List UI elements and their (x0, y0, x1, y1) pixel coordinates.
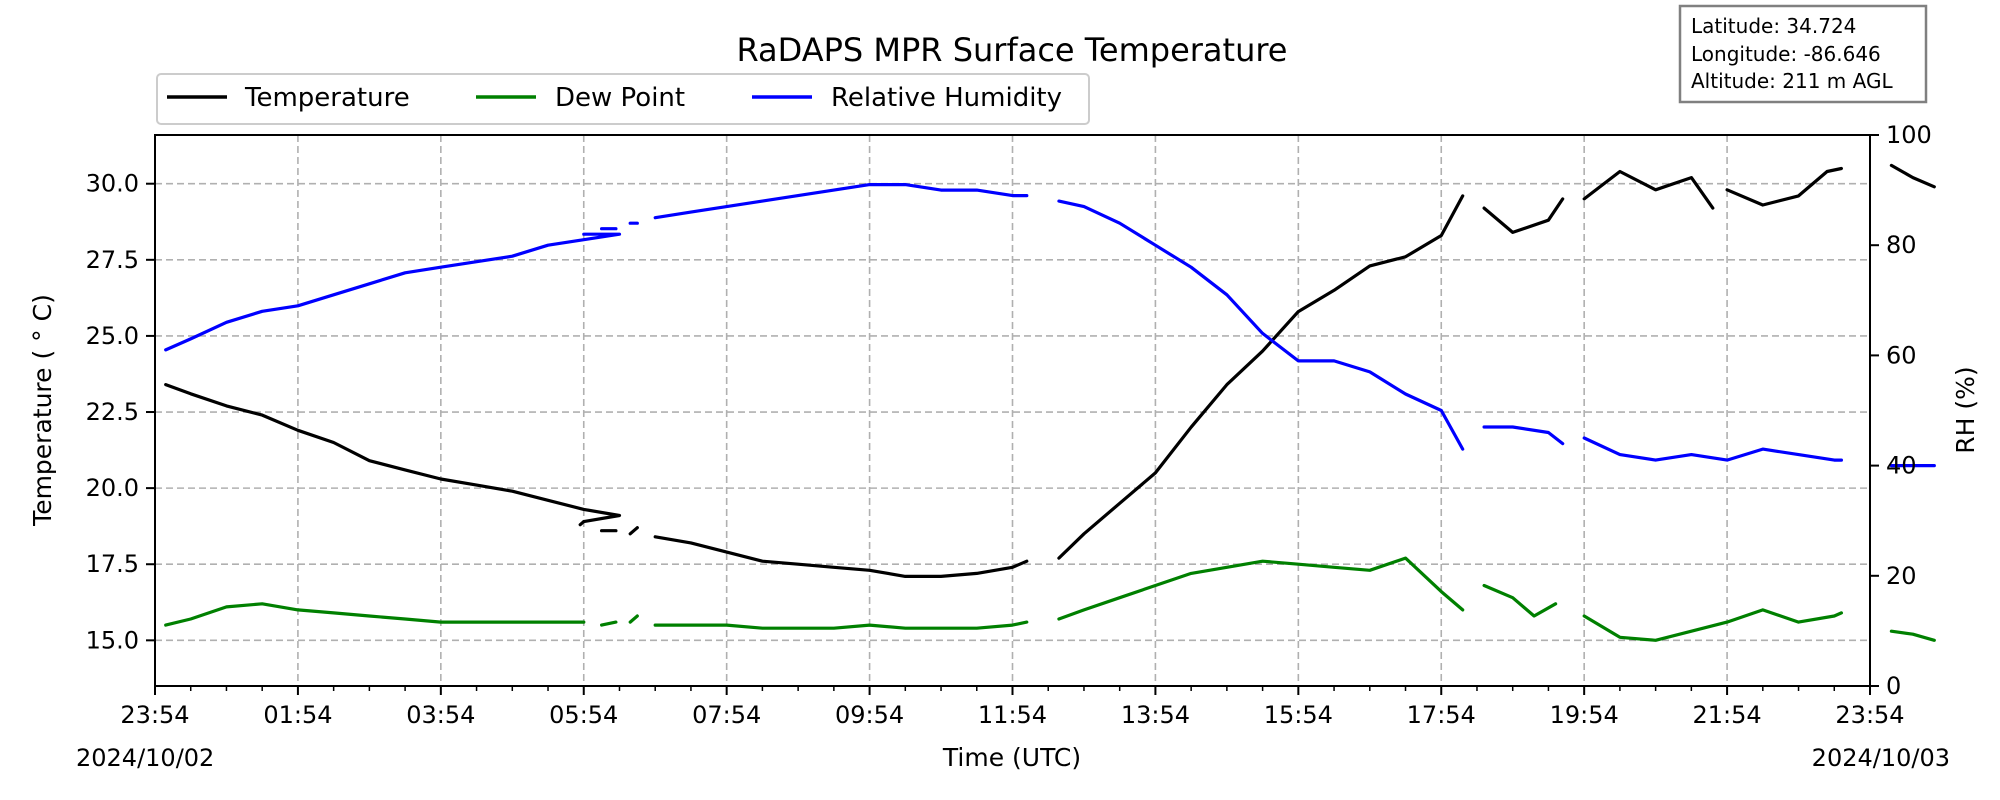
series-line-temperature (1482, 197, 1565, 234)
series-line-relative-humidity (1482, 425, 1565, 446)
series-line-temperature (1582, 169, 1715, 210)
series-line-temperature (1889, 163, 1936, 189)
series-line-relative-humidity (653, 183, 1029, 220)
y-left-axis-title: Temperature ( ° C) (28, 294, 57, 527)
series-line-dew-point (628, 614, 639, 624)
legend-label-dew-point: Dew Point (555, 83, 685, 113)
x-tick-label: 21:54 (1692, 701, 1761, 729)
x-tick-label: 15:54 (1264, 701, 1333, 729)
x-tick-label: 01:54 (263, 701, 332, 729)
series-line-relative-humidity (1582, 436, 1844, 462)
series-line-dew-point (1889, 629, 1936, 642)
series-line-dew-point (599, 620, 618, 627)
date-end-label: 2024/10/03 (1812, 744, 1950, 772)
series-line-relative-humidity (1057, 199, 1465, 451)
legend-label-temperature: Temperature (244, 83, 410, 113)
x-tick-label: 23:54 (120, 701, 189, 729)
y-right-tick-label: 40 (1886, 452, 1917, 480)
legend-label-relative-humidity: Relative Humidity (831, 83, 1062, 113)
y-right-tick-label: 20 (1886, 562, 1917, 590)
series-line-temperature (653, 535, 1029, 579)
series-line-dew-point (1057, 556, 1465, 621)
x-tick-label: 19:54 (1550, 701, 1619, 729)
x-axis-title: Time (UTC) (942, 743, 1081, 772)
series-line-dew-point (1482, 583, 1558, 618)
series-line-temperature (1725, 166, 1844, 207)
series-line-dew-point (1582, 608, 1844, 642)
x-tick-label: 05:54 (549, 701, 618, 729)
series-line-temperature (578, 519, 586, 527)
y-left-axis-ticks: 15.0 17.5 20.0 22.5 25.0 27.5 30.0 (86, 170, 155, 654)
info-altitude: Altitude: 211 m AGL (1691, 69, 1893, 93)
x-tick-label: 09:54 (835, 701, 904, 729)
series-line-relative-humidity (164, 232, 622, 352)
series-layer (164, 163, 1936, 642)
series-line-dew-point (164, 602, 586, 627)
info-latitude: Latitude: 34.724 (1691, 14, 1856, 38)
x-tick-label: 11:54 (978, 701, 1047, 729)
y-left-tick-label: 30.0 (86, 170, 139, 198)
y-right-tick-label: 80 (1886, 231, 1917, 259)
y-right-axis-ticks: 0 20 40 60 80 100 (1870, 121, 1932, 700)
legend-box (156, 73, 1090, 125)
info-box-frame (1678, 4, 1928, 104)
location-info-box: Latitude: 34.724 Longitude: -86.646 Alti… (1678, 4, 1928, 104)
x-tick-label: 13:54 (1121, 701, 1190, 729)
series-line-temperature (628, 526, 639, 536)
series-line-dew-point (653, 620, 1029, 630)
y-left-tick-label: 27.5 (86, 246, 139, 274)
y-left-tick-label: 15.0 (86, 626, 139, 654)
y-left-tick-label: 25.0 (86, 322, 139, 350)
x-tick-label: 23:54 (1835, 701, 1904, 729)
date-start-label: 2024/10/02 (76, 744, 214, 772)
y-left-tick-label: 22.5 (86, 398, 139, 426)
y-right-tick-label: 0 (1886, 672, 1901, 700)
x-tick-label: 17:54 (1407, 701, 1476, 729)
x-tick-label: 07:54 (692, 701, 761, 729)
x-axis-ticks: 23:54 01:54 03:54 05:54 07:54 09:54 11:54 13:54… (120, 686, 1905, 729)
series-line-temperature (1057, 194, 1465, 560)
y-right-tick-label: 60 (1886, 341, 1917, 369)
x-tick-label: 03:54 (406, 701, 475, 729)
y-left-tick-label: 17.5 (86, 550, 139, 578)
y-right-axis-title: RH (%) (1951, 366, 1980, 453)
chart-title: RaDAPS MPR Surface Temperature (737, 31, 1288, 69)
grid (155, 135, 1870, 686)
info-longitude: Longitude: -86.646 (1691, 42, 1881, 66)
series-line-temperature (164, 383, 622, 524)
y-right-tick-label: 100 (1886, 121, 1932, 149)
legend: Temperature Dew Point Relative Humidity (156, 73, 1090, 125)
y-left-tick-label: 20.0 (86, 474, 139, 502)
